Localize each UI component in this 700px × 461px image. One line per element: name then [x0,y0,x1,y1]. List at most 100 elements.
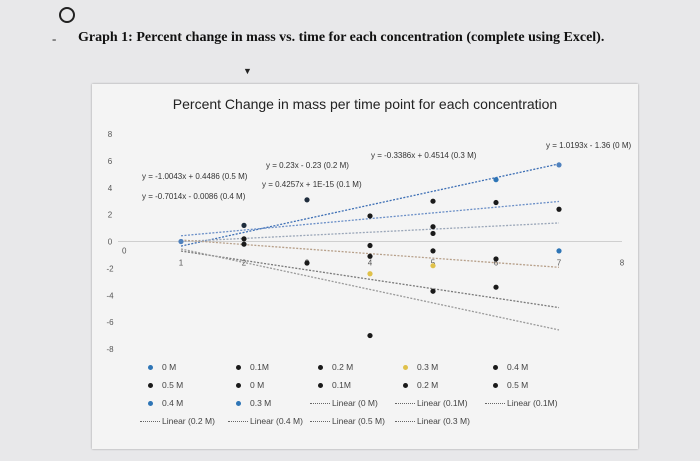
legend-item: 0.1M [228,362,269,372]
legend-line-icon [140,420,160,422]
cursor-caret-icon: ▼ [243,66,252,76]
legend-marker-icon [236,382,241,388]
legend-item: 0.5 M [140,380,183,390]
data-point [493,256,499,262]
chart-container: Percent Change in mass per time point fo… [92,84,638,449]
legend-marker-icon [148,382,153,388]
data-point [304,260,310,266]
y-tick-label: 2 [108,211,113,220]
data-point [241,241,247,247]
data-point [178,238,184,245]
legend-item: 0.4 M [485,362,528,372]
x-tick-label: 4 [368,259,373,268]
legend-item: 0.2 M [310,362,353,372]
data-point [430,263,436,269]
legend-marker-icon [148,364,153,370]
legend-marker-icon [493,382,498,388]
trendline-equation: y = 0.4257x + 1E-15 (0.1 M) [262,180,362,189]
x-tick-label: 8 [620,259,625,268]
data-point [367,332,373,339]
legend-line-icon [228,420,248,422]
legend-item: Linear (0.5 M) [310,416,385,426]
legend-label: 0.5 M [162,380,184,390]
data-point [367,213,373,219]
data-point [430,248,436,254]
trendline-equation: y = -0.7014x - 0.0086 (0.4 M) [142,192,246,201]
bullet-circle-icon [59,7,75,23]
data-point [241,222,247,228]
legend-marker-icon [318,382,323,388]
trendline-equation: y = 0.23x - 0.23 (0.2 M) [266,161,349,170]
data-point [430,224,436,230]
legend-marker-icon [148,400,153,406]
legend-label: Linear (0.3 M) [417,416,470,426]
data-point [304,197,310,203]
legend-marker-icon [403,382,408,388]
y-tick-label: 4 [108,184,113,193]
trendline-equation: y = -1.0043x + 0.4486 (0.5 M) [142,172,248,181]
legend-label: 0 M [162,362,177,372]
x-tick-label: 5 [431,259,436,268]
data-point [556,248,562,254]
legend-item: 0.2 M [395,380,438,390]
legend-line-icon [310,402,330,404]
data-point [556,162,562,168]
data-point [430,288,436,294]
legend-item: 0 M [228,380,264,390]
legend-item: Linear (0.1M) [395,398,468,408]
legend-label: 0.2 M [332,362,354,372]
legend-label: Linear (0 M) [332,398,378,408]
y-tick-label: -2 [106,264,114,273]
data-point [241,236,247,242]
legend-line-icon [395,420,415,422]
x-origin-label: 0 [122,247,127,256]
x-tick-label: 1 [179,259,184,268]
legend-item: 0.3 M [228,398,271,408]
data-point [367,253,373,259]
data-point [367,271,373,277]
chart-title: Percent Change in mass per time point fo… [172,96,558,112]
legend-item: 0 M [140,362,176,372]
legend-label: 0.1M [250,362,269,372]
y-tick-label: 0 [108,238,113,247]
legend-item: Linear (0.4 M) [228,416,303,426]
data-point [367,242,373,249]
data-point [556,206,562,212]
legend-item: Linear (0.2 M) [140,416,215,426]
data-point [493,177,499,183]
legend-marker-icon [318,364,323,370]
legend-label: 0.2 M [417,380,439,390]
legend-label: Linear (0.1M) [417,398,468,408]
y-tick-label: -8 [106,345,114,354]
legend-label: 0.1M [332,380,351,390]
trendline-equation: y = -0.3386x + 0.4514 (0.3 M) [371,151,477,160]
y-tick-label: -4 [106,291,114,300]
data-point [430,198,436,204]
legend-label: 0.3 M [250,398,272,408]
data-point [493,199,499,206]
trendline [180,250,560,309]
legend-item: 0.3 M [395,362,438,372]
legend-line-icon [310,420,330,422]
legend-item: Linear (0.3 M) [395,416,470,426]
legend-label: 0.4 M [507,362,529,372]
legend-marker-icon [493,364,498,370]
legend-label: Linear (0.1M) [507,398,558,408]
legend-item: 0.1M [310,380,351,390]
legend-label: Linear (0.2 M) [162,416,215,426]
legend-marker-icon [403,364,408,370]
legend-marker-icon [236,364,241,370]
y-tick-label: 8 [108,130,113,139]
legend-label: Linear (0.4 M) [250,416,303,426]
legend-line-icon [485,402,505,404]
legend-item: Linear (0.1M) [485,398,558,408]
y-tick-label: -6 [106,318,114,327]
y-tick-label: 6 [108,157,113,166]
legend-label: 0 M [250,380,265,390]
legend-item: 0.5 M [485,380,528,390]
legend-label: Linear (0.5 M) [332,416,385,426]
trendline [180,248,560,331]
legend-label: 0.5 M [507,380,529,390]
legend-label: 0.3 M [417,362,439,372]
